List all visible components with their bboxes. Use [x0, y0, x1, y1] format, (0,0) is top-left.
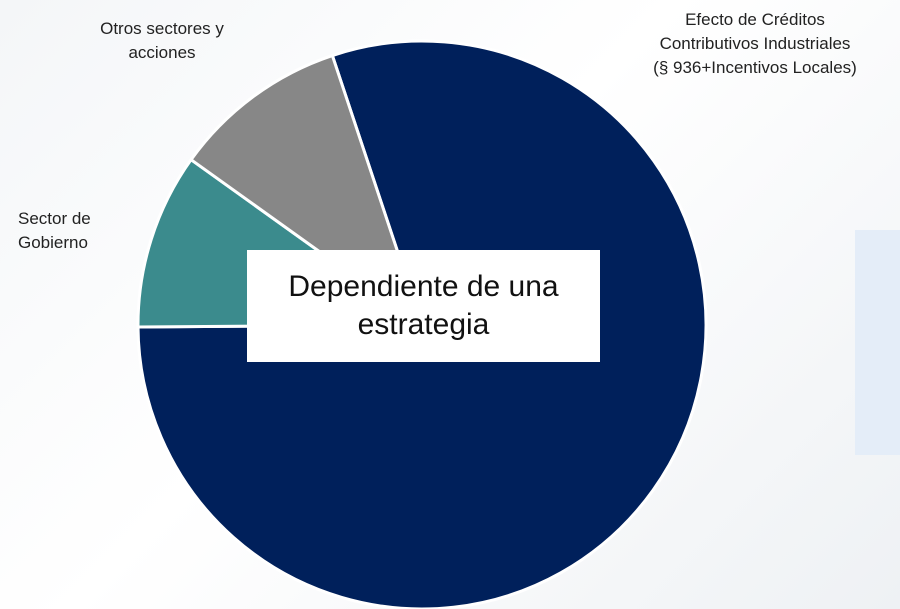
slice-label: Otros sectores y acciones — [100, 19, 224, 62]
slice-label: Efecto de Créditos Contributivos Industr… — [653, 10, 857, 77]
slice-label: Sector de Gobierno — [18, 209, 91, 252]
annotation-box: Dependiente de una estrategia — [247, 250, 600, 362]
background-panel — [855, 230, 900, 455]
